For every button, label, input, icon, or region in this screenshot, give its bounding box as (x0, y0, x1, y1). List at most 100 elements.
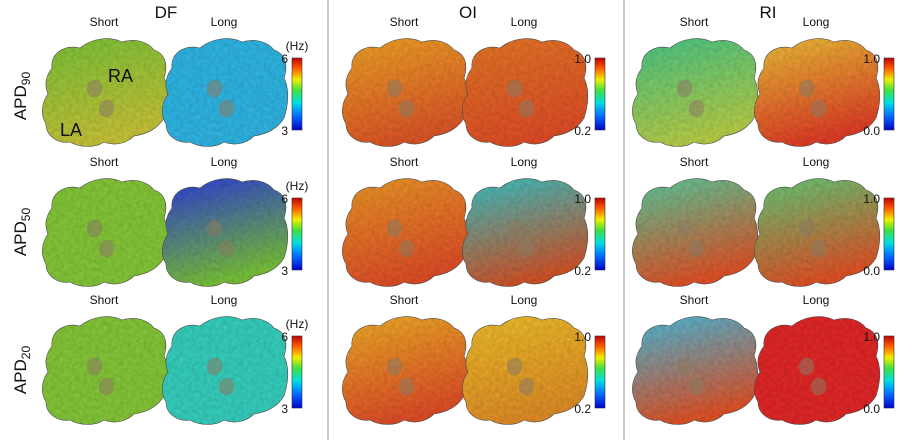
atrium-map (632, 178, 759, 287)
atrium-surface (462, 316, 589, 425)
atrium-map (462, 178, 589, 287)
panel-title-ri: RI (760, 3, 777, 22)
column-label-short: Short (390, 15, 419, 29)
vein-opening (676, 79, 693, 98)
vein-opening (506, 79, 523, 98)
vein-opening (688, 239, 705, 258)
atrium-map (754, 38, 881, 147)
colorbar-max-label: 1.0 (863, 192, 880, 206)
colorbar-unit-label: (Hz) (286, 179, 309, 193)
column-label-long: Long (511, 293, 538, 307)
atrium-surface (162, 316, 289, 425)
vein-opening (676, 357, 693, 376)
atrium-map (342, 38, 469, 147)
atrium-surface (162, 178, 289, 287)
column-label-long: Long (803, 293, 830, 307)
atrium-map (42, 316, 169, 425)
anatomy-label-ra: RA (108, 66, 133, 86)
colorbar (883, 197, 895, 271)
svg-text:APD90: APD90 (11, 72, 33, 121)
row-label-apd20: APD20 (11, 346, 33, 395)
atrium-surface (342, 316, 469, 425)
colorbar-max-label: 1.0 (574, 192, 591, 206)
column-label-long: Long (211, 15, 238, 29)
row-label-base: APD (11, 359, 30, 394)
vein-opening (506, 219, 523, 238)
colorbar (291, 335, 303, 409)
row-label-sub: 50 (19, 208, 33, 222)
atrium-map (42, 178, 169, 287)
atrium-surface (462, 178, 589, 287)
column-label-short: Short (680, 293, 709, 307)
anatomy-label-la: LA (60, 120, 82, 140)
colorbar (291, 197, 303, 271)
atrium-map (754, 316, 881, 425)
vein-opening (98, 377, 115, 396)
vein-opening (810, 377, 827, 396)
colorbars: 6 3 (Hz) 1.0 0.2 1.0 0.0 6 3 (Hz) 1.0 0.2 1.0 0.0 6 3 (H… (281, 39, 895, 416)
svg-text:APD20: APD20 (11, 346, 33, 395)
vein-opening (810, 99, 827, 118)
atrium-map (42, 38, 169, 147)
atrium-surface (632, 38, 759, 147)
colorbar (594, 335, 606, 409)
row-label-base: APD (11, 85, 30, 120)
colorbar-min-label: 3 (281, 124, 288, 138)
vein-opening (206, 357, 223, 376)
vein-opening (506, 357, 523, 376)
atrium-map (462, 38, 589, 147)
colorbar (291, 57, 303, 131)
colorbar-unit-label: (Hz) (286, 39, 309, 53)
colorbar-min-label: 0.2 (574, 402, 591, 416)
column-label-short: Short (90, 293, 119, 307)
column-label-short: Short (680, 155, 709, 169)
vein-opening (206, 79, 223, 98)
colorbar-max-label: 6 (281, 52, 288, 66)
panel-title-oi: OI (459, 3, 477, 22)
row-label-base: APD (11, 221, 30, 256)
vein-opening (386, 219, 403, 238)
column-label-long: Long (511, 155, 538, 169)
atrium-map (342, 178, 469, 287)
colorbar-min-label: 0.2 (574, 124, 591, 138)
row-label-sub: 20 (19, 346, 33, 360)
column-label-long: Long (211, 293, 238, 307)
colorbar-max-label: 1.0 (574, 52, 591, 66)
vein-opening (688, 377, 705, 396)
atria-maps (42, 38, 881, 425)
vein-opening (86, 357, 103, 376)
vein-opening (676, 219, 693, 238)
atrium-map (162, 178, 289, 287)
vein-opening (518, 377, 535, 396)
colorbar-max-label: 1.0 (863, 330, 880, 344)
column-label-short: Short (680, 15, 709, 29)
colorbar-min-label: 0.0 (863, 402, 880, 416)
colorbar-min-label: 0.2 (574, 264, 591, 278)
colorbar-unit-label: (Hz) (286, 317, 309, 331)
vein-opening (810, 239, 827, 258)
atrium-surface (632, 178, 759, 287)
colorbar-min-label: 0.0 (863, 124, 880, 138)
atrium-surface (42, 178, 169, 287)
vein-opening (518, 239, 535, 258)
vein-opening (218, 239, 235, 258)
vein-opening (398, 377, 415, 396)
vein-opening (688, 99, 705, 118)
colorbar (594, 197, 606, 271)
atrium-surface (42, 316, 169, 425)
column-label-short: Short (90, 15, 119, 29)
column-label-long: Long (803, 15, 830, 29)
colorbar-max-label: 1.0 (574, 330, 591, 344)
vein-opening (86, 219, 103, 238)
vein-opening (386, 357, 403, 376)
colorbar (883, 335, 895, 409)
atrium-map (342, 316, 469, 425)
atrium-map (632, 38, 759, 147)
column-labels: Short Long Short Long Short Long Short Long Shor… (90, 15, 830, 307)
atrium-surface (754, 38, 881, 147)
atrium-surface (342, 38, 469, 147)
atrium-surface (462, 38, 589, 147)
row-label-apd90: APD90 (11, 72, 33, 121)
colorbar-min-label: 3 (281, 264, 288, 278)
